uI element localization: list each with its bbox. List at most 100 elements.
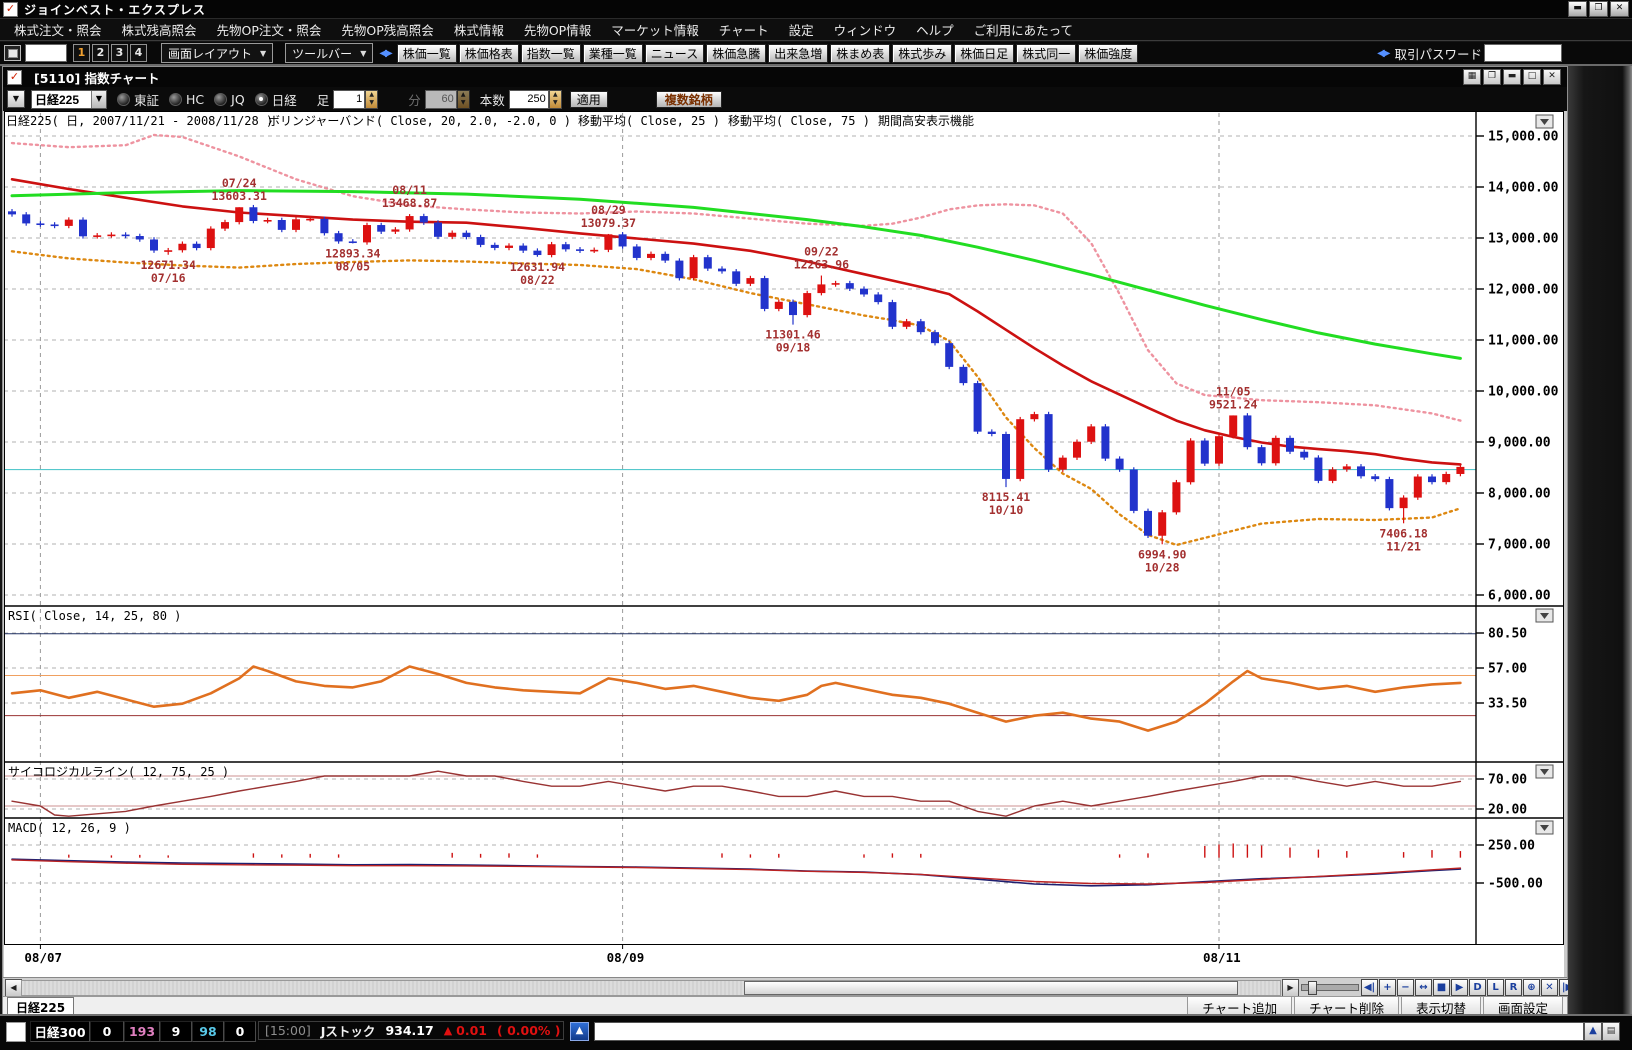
chart-tool-button-1[interactable]: + xyxy=(1379,979,1396,996)
menu-item-1[interactable]: 株式残高照会 xyxy=(121,23,197,38)
shortcut-button-5[interactable]: 株価急騰 xyxy=(706,43,767,63)
quote-change: 0.01 xyxy=(456,1023,487,1038)
chart-bottom-button-1[interactable]: チャート削除 xyxy=(1294,997,1399,1016)
scrollbar-thumb[interactable] xyxy=(744,981,1238,995)
chart-tool-button-10[interactable]: ✕ xyxy=(1541,979,1558,996)
menu-item-9[interactable]: ウィンドウ xyxy=(833,23,897,38)
menu-item-3[interactable]: 先物OP残高照会 xyxy=(341,23,434,38)
shortcut-button-1[interactable]: 株価格表 xyxy=(458,43,519,63)
shortcut-button-8[interactable]: 株式歩み xyxy=(892,43,953,63)
scrollbar-track[interactable] xyxy=(21,980,1281,996)
radio-日経[interactable] xyxy=(254,92,268,106)
collapse-arrows-icon[interactable]: ◀▶ xyxy=(1377,47,1390,59)
shortcut-button-9[interactable]: 株価日足 xyxy=(954,43,1015,63)
menu-item-6[interactable]: マーケット情報 xyxy=(611,23,699,38)
shortcut-button-4[interactable]: ニュース xyxy=(644,43,705,63)
restore-icon[interactable]: ❐ xyxy=(1589,1,1608,17)
preset-button-1[interactable]: 1 xyxy=(73,44,90,62)
chart-tool-button-5[interactable]: ▶ xyxy=(1451,979,1468,996)
menu-item-11[interactable]: ご利用にあたって xyxy=(973,23,1074,38)
period-high-label: 11/05 9521.24 xyxy=(1209,384,1258,411)
menu-item-7[interactable]: チャート xyxy=(718,23,769,38)
ashi-input[interactable] xyxy=(333,89,366,109)
close-icon[interactable]: ✕ xyxy=(1543,69,1561,85)
preset-button-2[interactable]: 2 xyxy=(92,44,109,62)
pane-dropdown-icon[interactable] xyxy=(1535,114,1554,129)
chart-menu-dropdown-icon[interactable]: ▼ xyxy=(7,90,25,108)
scroll-right-icon[interactable]: ▶ xyxy=(1282,979,1299,997)
chart-tool-button-4[interactable]: ■ xyxy=(1433,979,1450,996)
x-axis-label: 08/07 xyxy=(24,950,62,965)
apply-button[interactable]: 適用 xyxy=(569,90,608,108)
radio-HC[interactable] xyxy=(169,92,183,106)
screen-layout-button[interactable]: 画面レイアウト ▼ xyxy=(161,43,274,63)
scroll-left-icon[interactable]: ◀ xyxy=(5,979,22,997)
candles-group xyxy=(8,204,1465,545)
chart-bottom-button-2[interactable]: 表示切替 xyxy=(1400,997,1481,1016)
chart-bottom-button-0[interactable]: チャート追加 xyxy=(1187,997,1293,1016)
ma25-line xyxy=(10,178,1462,466)
radio-JQ[interactable] xyxy=(214,92,228,106)
bars-input[interactable] xyxy=(508,89,549,109)
window-layout-icon[interactable] xyxy=(4,45,21,61)
symbol-input[interactable] xyxy=(32,91,91,107)
menu-item-2[interactable]: 先物OP注文・照会 xyxy=(216,23,322,38)
price-axis-label: 13,000.00 xyxy=(1488,232,1559,247)
chart-tool-button-7[interactable]: L xyxy=(1487,979,1504,996)
macd-series-1 xyxy=(11,859,1462,885)
chart-tool-button-2[interactable]: − xyxy=(1397,979,1414,996)
collapse-arrows-icon[interactable]: ◀▶ xyxy=(379,47,392,59)
page-icon[interactable]: ▤ xyxy=(1602,1022,1620,1041)
status-command-field[interactable] xyxy=(594,1022,1584,1041)
zoom-slider-thumb[interactable] xyxy=(1308,981,1317,995)
shortcut-button-10[interactable]: 株式同一 xyxy=(1016,43,1077,63)
minimize-icon[interactable]: ▬ xyxy=(1568,1,1587,17)
minimize-icon[interactable]: ▬ xyxy=(1503,69,1521,85)
shortcut-button-6[interactable]: 出来急増 xyxy=(768,43,829,63)
shortcut-button-0[interactable]: 株価一覧 xyxy=(396,43,457,63)
shortcut-button-3[interactable]: 業種一覧 xyxy=(582,43,643,63)
chart-tool-button-8[interactable]: R xyxy=(1505,979,1522,996)
pane-dropdown-icon[interactable] xyxy=(1535,608,1554,623)
status-checkbox[interactable] xyxy=(6,1022,26,1042)
bars-label: 本数 xyxy=(479,92,505,108)
menu-item-5[interactable]: 先物OP情報 xyxy=(523,23,592,38)
close-icon[interactable]: ✕ xyxy=(1610,1,1629,17)
preset-button-4[interactable]: 4 xyxy=(130,44,147,62)
shortcut-button-7[interactable]: 株まめ表 xyxy=(830,43,891,63)
pane-dropdown-icon[interactable] xyxy=(1535,820,1554,835)
shortcut-button-11[interactable]: 株価強度 xyxy=(1078,43,1139,63)
tab-nikkei225[interactable]: 日経225 xyxy=(7,997,75,1016)
chart-tool-button-3[interactable]: ↔ xyxy=(1415,979,1432,996)
menu-item-8[interactable]: 設定 xyxy=(788,23,814,38)
chart-plot[interactable]: 08/07 08/09 08/11 15,000.00 14,000.00 13,000.… xyxy=(4,111,1564,977)
menu-item-4[interactable]: 株式情報 xyxy=(453,23,504,38)
menu-item-10[interactable]: ヘルプ xyxy=(916,23,954,38)
toolbar-menu-button[interactable]: ツールバー ▼ xyxy=(285,43,374,63)
chart-window-titlebar[interactable]: ✓ [5110] 指数チャート ▦ ❐ ▬ □ ✕ xyxy=(3,67,1567,87)
macd-axis-label: -500.00 xyxy=(1488,877,1543,892)
chart-tool-button-0[interactable]: ◀| xyxy=(1361,979,1378,996)
trade-password-input[interactable] xyxy=(1484,44,1562,62)
chart-tool-button-9[interactable]: ⊕ xyxy=(1523,979,1540,996)
price-axis-label: 8,000.00 xyxy=(1488,487,1551,502)
chart-tool-button-6[interactable]: D xyxy=(1469,979,1486,996)
radio-東証[interactable] xyxy=(117,92,130,106)
symbol-combobox[interactable]: ▼ xyxy=(31,89,107,109)
shortcut-button-2[interactable]: 指数一覧 xyxy=(520,43,581,63)
menu-item-0[interactable]: 株式注文・照会 xyxy=(14,23,102,38)
ashi-spinner[interactable]: ▲ ▼ xyxy=(365,89,379,109)
bars-spinner[interactable]: ▲ ▼ xyxy=(548,89,562,109)
up-arrow-icon[interactable]: ▲ xyxy=(1584,1022,1602,1041)
popout-icon[interactable]: ❐ xyxy=(1483,69,1501,85)
maximize-icon[interactable]: □ xyxy=(1523,69,1541,85)
multi-symbol-button[interactable]: 複数銘柄 xyxy=(655,90,722,108)
tile-icon[interactable]: ▦ xyxy=(1463,69,1481,85)
zoom-slider[interactable] xyxy=(1301,981,1359,995)
preset-button-3[interactable]: 3 xyxy=(111,44,128,62)
pane-dropdown-icon[interactable] xyxy=(1535,764,1554,779)
period-high-label: 09/22 12263.96 xyxy=(794,245,849,272)
chart-bottom-button-3[interactable]: 画面設定 xyxy=(1482,997,1563,1016)
up-arrow-icon[interactable]: ▲ xyxy=(570,1022,589,1041)
screen-number-input[interactable] xyxy=(25,44,67,62)
